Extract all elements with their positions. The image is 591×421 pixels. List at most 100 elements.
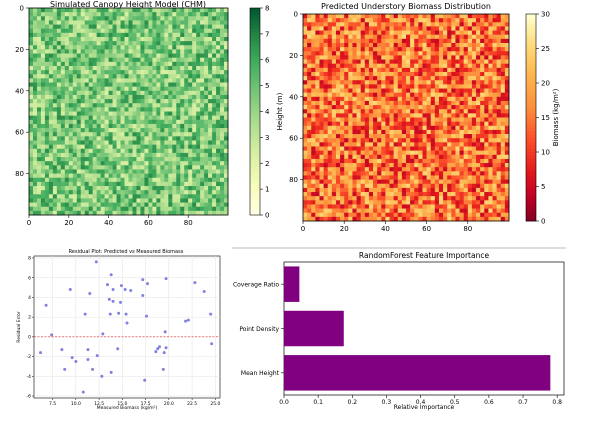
heatmap-cell: [140, 161, 145, 166]
heatmap-cell: [340, 18, 345, 23]
heatmap-cell: [418, 121, 423, 127]
heatmap-cell: [488, 183, 493, 189]
heatmap-cell: [92, 144, 97, 150]
heatmap-cell: [488, 55, 493, 60]
heatmap-cell: [84, 173, 89, 179]
heatmap-cell: [60, 45, 66, 50]
heatmap-cell: [504, 113, 510, 118]
heatmap-cell: [204, 24, 209, 29]
heatmap-cell: [335, 200, 341, 205]
heatmap-cell: [120, 49, 125, 54]
heatmap-cell: [397, 150, 403, 156]
heatmap-cell: [406, 88, 411, 93]
heatmap-cell: [32, 144, 38, 150]
heatmap-cell: [124, 181, 129, 187]
heatmap-cell: [148, 61, 153, 67]
heatmap-cell: [480, 175, 485, 180]
heatmap-cell: [68, 20, 74, 25]
heatmap-cell: [72, 161, 78, 166]
heatmap-cell: [504, 100, 510, 106]
heatmap-cell: [463, 34, 469, 40]
heatmap-cell: [140, 28, 145, 34]
heatmap-cell: [480, 42, 485, 48]
heatmap-cell: [144, 181, 149, 187]
heatmap-cell: [373, 100, 378, 106]
heatmap-cell: [356, 88, 361, 93]
heatmap-cell: [180, 136, 185, 141]
heatmap-cell: [393, 134, 399, 139]
heatmap-cell: [311, 105, 316, 110]
heatmap-cell: [220, 169, 225, 174]
heatmap-cell: [340, 171, 345, 176]
colorbar-swatch: [250, 132, 260, 137]
heatmap-cell: [340, 80, 345, 85]
heatmap-cell: [368, 113, 374, 118]
heatmap-cell: [124, 177, 129, 183]
heatmap-cell: [401, 179, 407, 185]
heatmap-cell: [327, 51, 333, 56]
heatmap-cell: [40, 49, 46, 54]
heatmap-cell: [451, 179, 456, 185]
heatmap-cell: [44, 123, 50, 129]
heatmap-cell: [52, 111, 58, 116]
heatmap-cell: [323, 47, 329, 52]
heatmap-cell: [451, 105, 456, 110]
heatmap-cell: [401, 76, 407, 81]
heatmap-cell: [463, 142, 469, 147]
heatmap-cell: [204, 28, 209, 34]
heatmap-cell: [56, 41, 62, 46]
heatmap-cell: [156, 86, 161, 92]
heatmap-cell: [44, 140, 50, 145]
heatmap-cell: [84, 186, 89, 191]
heatmap-cell: [319, 113, 324, 118]
heatmap-cell: [184, 115, 189, 121]
heatmap-cell: [311, 109, 316, 114]
heatmap-cell: [434, 129, 440, 135]
heatmap-cell: [44, 12, 50, 17]
heatmap-cell: [128, 173, 133, 179]
heatmap-cell: [140, 119, 145, 125]
heatmap-cell: [364, 163, 370, 168]
heatmap-cell: [385, 138, 390, 143]
heatmap-cell: [434, 63, 440, 69]
heatmap-cell: [184, 49, 189, 54]
heatmap-cell: [496, 129, 502, 135]
heatmap-cell: [410, 22, 415, 27]
heatmap-cell: [72, 111, 78, 116]
heatmap-cell: [40, 28, 46, 34]
heatmap-cell: [140, 177, 145, 183]
heatmap-cell: [216, 28, 221, 34]
heatmap-cell: [148, 161, 153, 166]
heatmap-cell: [426, 92, 432, 98]
heatmap-cell: [80, 53, 86, 58]
heatmap-cell: [319, 117, 324, 122]
heatmap-cell: [389, 192, 394, 197]
heatmap-cell: [196, 115, 201, 121]
heatmap-cell: [488, 150, 493, 156]
heatmap-cell: [311, 71, 316, 77]
heatmap-cell: [152, 198, 157, 203]
heatmap-cell: [373, 179, 378, 185]
heatmap-cell: [40, 161, 46, 166]
heatmap-cell: [196, 53, 201, 58]
heatmap-cell: [418, 59, 423, 64]
heatmap-cell: [148, 115, 153, 121]
heatmap-cell: [410, 38, 415, 44]
heatmap-cell: [116, 45, 121, 50]
heatmap-cell: [467, 71, 473, 77]
heatmap-cell: [373, 105, 378, 110]
heatmap-cell: [331, 22, 337, 27]
heatmap-cell: [459, 71, 464, 77]
heatmap-cell: [397, 183, 403, 189]
heatmap-cell: [401, 42, 407, 48]
heatmap-cell: [373, 76, 378, 81]
heatmap-cell: [484, 71, 489, 77]
heatmap-cell: [438, 167, 444, 172]
colorbar-swatch: [250, 66, 260, 71]
heatmap-cell: [44, 49, 50, 54]
heatmap-cell: [492, 96, 497, 102]
heatmap-cell: [56, 36, 62, 42]
heatmap-cell: [88, 41, 93, 46]
heatmap-cell: [164, 177, 169, 183]
heatmap-cell: [168, 173, 173, 179]
